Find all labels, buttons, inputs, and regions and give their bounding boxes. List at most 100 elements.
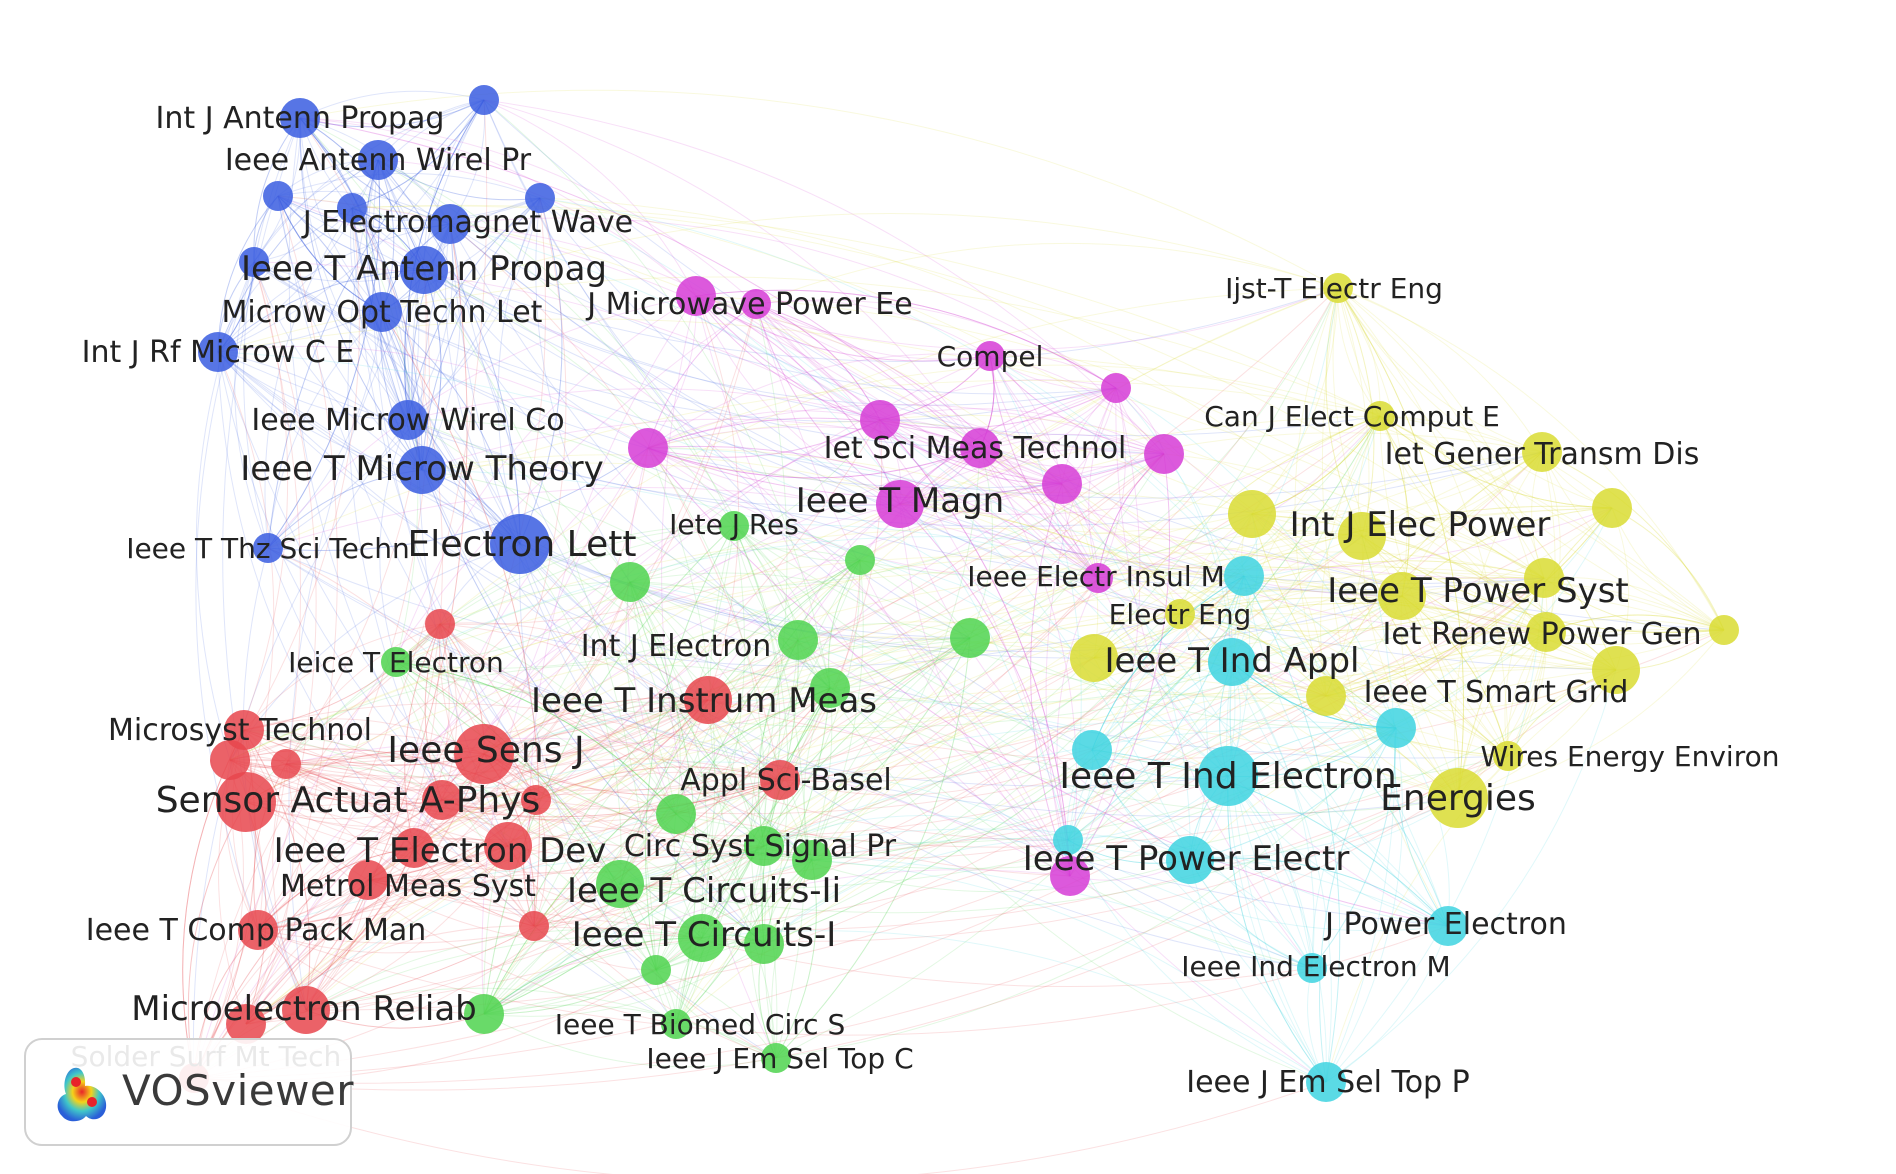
node-iet-gener-transm-dis[interactable] — [1522, 432, 1562, 472]
network-node[interactable] — [1224, 556, 1264, 596]
node-int-j-electron[interactable] — [610, 562, 650, 602]
network-node[interactable] — [1070, 634, 1118, 682]
network-node[interactable] — [810, 668, 850, 708]
network-node[interactable] — [519, 911, 549, 941]
network-node[interactable] — [845, 545, 875, 575]
node-ieee-t-electron-dev[interactable] — [484, 822, 532, 870]
node-ieee-t-thz-sci-techn[interactable] — [253, 533, 283, 563]
node-ieee-j-em-sel-top-c[interactable] — [761, 1043, 791, 1073]
node-label: Ieee Sens J — [387, 730, 584, 771]
node-wires-energy-environ[interactable] — [1493, 741, 1523, 771]
network-node[interactable] — [226, 1004, 266, 1044]
network-edge — [775, 859, 817, 1059]
node-microw-opt-techn-let[interactable] — [362, 292, 402, 332]
network-node[interactable] — [521, 785, 551, 815]
network-node[interactable] — [394, 828, 434, 868]
node-j-microwave-power-ee[interactable] — [676, 276, 716, 316]
node-ieee-t-circuits-i[interactable] — [678, 914, 726, 962]
node-metrol-meas-syst[interactable] — [348, 860, 388, 900]
network-edge — [1325, 577, 1545, 697]
network-node[interactable] — [656, 794, 696, 834]
node-microelectron-reliab[interactable] — [282, 986, 330, 1034]
node-int-j-antenn-propag[interactable] — [280, 98, 320, 138]
network-node[interactable] — [425, 609, 455, 639]
node-ieee-t-power-syst[interactable] — [1378, 572, 1426, 620]
node-ieee-t-microw-theory[interactable] — [398, 446, 446, 494]
network-edge — [277, 195, 451, 230]
network-node[interactable] — [1053, 825, 1083, 855]
network-node[interactable] — [525, 183, 555, 213]
network-edge — [1179, 595, 1403, 627]
node-j-power-electron[interactable] — [1428, 906, 1468, 946]
node-ieee-t-magn[interactable] — [876, 480, 924, 528]
network-edge — [779, 419, 883, 781]
network-node[interactable] — [210, 740, 250, 780]
node-ieee-ind-electron-m[interactable] — [1297, 953, 1327, 983]
node-int-j-elec-power[interactable] — [1338, 512, 1386, 560]
node-ieee-t-power-electr[interactable] — [1166, 836, 1214, 884]
node-ieee-t-antenn-propag[interactable] — [400, 246, 448, 294]
network-node[interactable] — [1101, 373, 1131, 403]
network-node[interactable] — [1050, 856, 1090, 896]
network-edge — [695, 295, 881, 421]
network-node[interactable] — [464, 994, 504, 1034]
node-ieee-t-circuits-ii[interactable] — [596, 860, 644, 908]
node-sensor-actuat-a-phys[interactable] — [216, 772, 276, 832]
network-node[interactable] — [1709, 615, 1739, 645]
network-node[interactable] — [778, 620, 818, 660]
node-ieee-j-em-sel-top-p[interactable] — [1306, 1062, 1346, 1102]
node-iet-sci-meas-technol[interactable] — [960, 428, 1000, 468]
node-electr-eng[interactable] — [1165, 599, 1195, 629]
network-node[interactable] — [469, 85, 499, 115]
network-edge — [367, 639, 799, 881]
node-ieee-electr-insul-m[interactable] — [1083, 563, 1113, 593]
network-edge — [381, 311, 540, 927]
network-edge — [645, 525, 735, 971]
node-can-j-elect-comput-e[interactable] — [1365, 401, 1395, 431]
node-appl-sci-basel[interactable] — [760, 760, 800, 800]
network-node[interactable] — [741, 289, 771, 319]
network-node[interactable] — [641, 955, 671, 985]
network-node[interactable] — [1228, 490, 1276, 538]
network-node[interactable] — [1592, 646, 1640, 694]
node-iet-renew-power-gen[interactable] — [1526, 612, 1566, 652]
node-energies[interactable] — [1428, 768, 1488, 828]
network-edge — [519, 543, 677, 1025]
network-node[interactable] — [1144, 434, 1184, 474]
node-ieee-t-smart-grid[interactable] — [1306, 676, 1346, 716]
node-ieee-sens-j[interactable] — [454, 724, 514, 784]
node-electron-lett[interactable] — [490, 514, 550, 574]
node-ieee-t-ind-electron[interactable] — [1198, 746, 1258, 806]
node-compel[interactable] — [975, 341, 1005, 371]
node-ieee-t-biomed-circ-s[interactable] — [661, 1009, 691, 1039]
network-node[interactable] — [337, 193, 367, 223]
network-node[interactable] — [239, 247, 269, 277]
network-node[interactable] — [792, 840, 832, 880]
network-node[interactable] — [1376, 708, 1416, 748]
network-node[interactable] — [1524, 558, 1564, 598]
node-ijst-t-electr-eng[interactable] — [1323, 273, 1353, 303]
node-ieee-antenn-wirel-pr[interactable] — [358, 140, 398, 180]
node-ieee-t-instrum-meas[interactable] — [684, 676, 732, 724]
network-node[interactable] — [860, 400, 900, 440]
network-node[interactable] — [1072, 730, 1112, 770]
network-node[interactable] — [744, 924, 784, 964]
network-node[interactable] — [271, 749, 301, 779]
node-ieee-t-ind-appl[interactable] — [1208, 638, 1256, 686]
network-node[interactable] — [422, 780, 462, 820]
network-node[interactable] — [263, 181, 293, 211]
network-node[interactable] — [628, 428, 668, 468]
node-j-electromagnet-wave[interactable] — [430, 204, 470, 244]
node-microsyst-technol[interactable] — [224, 710, 264, 750]
network-node[interactable] — [950, 618, 990, 658]
node-int-j-rf-microw-c-e[interactable] — [198, 332, 238, 372]
network-edge — [629, 572, 971, 639]
node-circ-syst-signal-pr[interactable] — [744, 826, 784, 866]
network-node[interactable] — [1042, 464, 1082, 504]
network-node[interactable] — [1592, 488, 1632, 528]
node-ieice-t-electron[interactable] — [381, 647, 411, 677]
network-edge — [421, 269, 442, 471]
node-ieee-microw-wirel-co[interactable] — [388, 400, 428, 440]
node-iete-j-res[interactable] — [719, 511, 749, 541]
node-ieee-t-comp-pack-man[interactable] — [238, 910, 278, 950]
